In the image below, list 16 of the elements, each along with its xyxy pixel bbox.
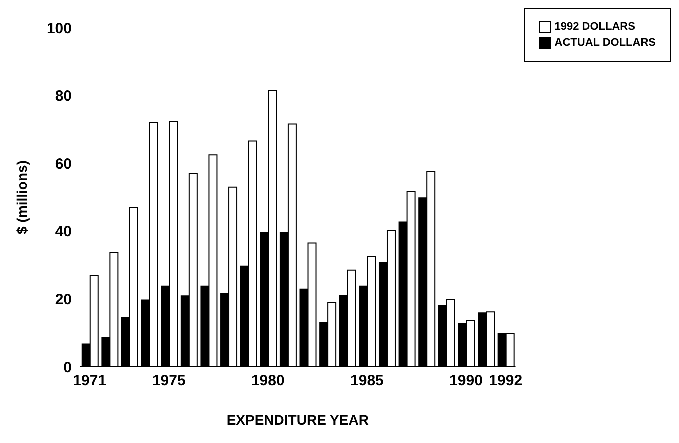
x-tick-label: 1990 xyxy=(450,372,483,390)
x-tick-label: 1980 xyxy=(251,372,285,390)
y-tick-label: 60 xyxy=(55,156,72,173)
x-tick-label: 1985 xyxy=(350,372,384,390)
y-tick-label: 0 xyxy=(64,359,72,376)
x-axis-title: EXPENDITURE YEAR xyxy=(226,412,369,428)
x-tick-label: 1971 xyxy=(73,372,107,390)
y-tick-label: 40 xyxy=(55,224,72,241)
x-tick-label: 1992 xyxy=(489,372,523,390)
legend-label: ACTUAL DOLLARS xyxy=(554,37,656,49)
y-tick-label: 80 xyxy=(55,88,72,106)
legend-label: 1992 DOLLARS xyxy=(554,21,636,33)
y-tick-label: 20 xyxy=(55,292,72,309)
x-tick-label: 1975 xyxy=(152,372,186,390)
y-axis-title: $ (millions) xyxy=(14,160,30,234)
y-tick-label: 100 xyxy=(46,20,72,38)
